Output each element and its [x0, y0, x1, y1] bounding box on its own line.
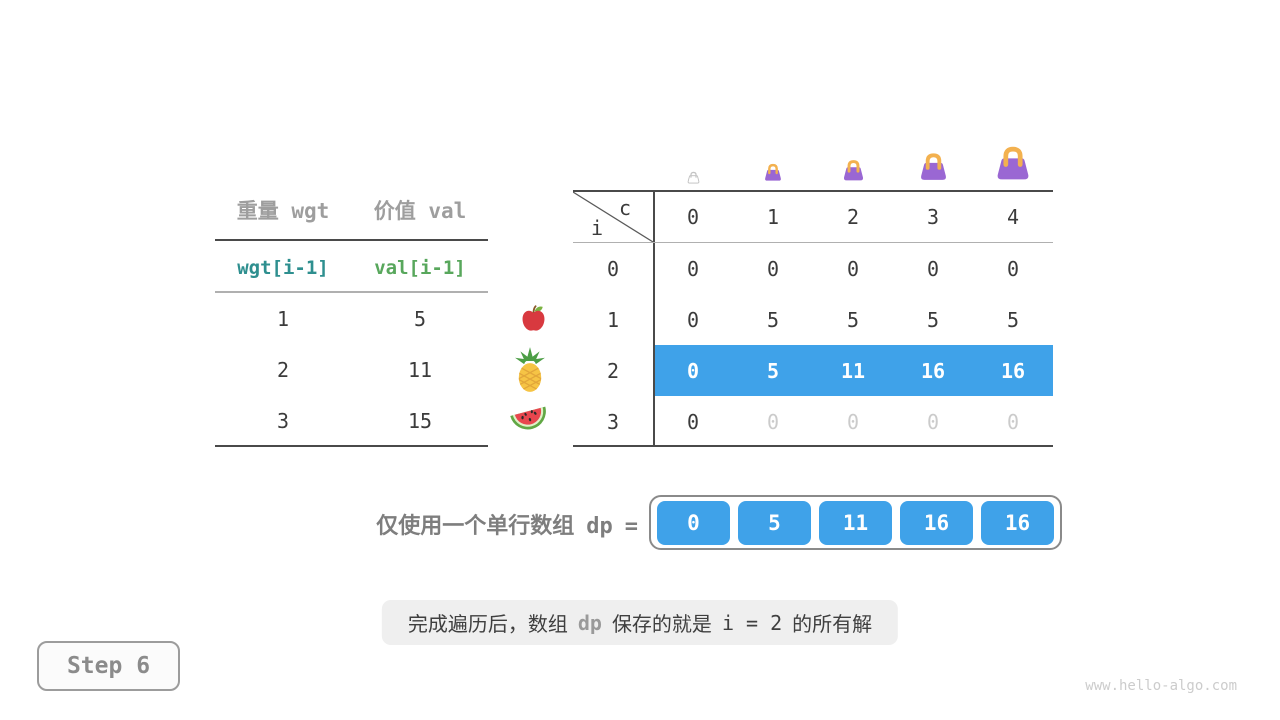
watermelon-icon — [507, 400, 549, 438]
dp-cell-2-3: 16 — [920, 359, 946, 383]
row-label-1: 1 — [606, 308, 620, 332]
dp-array-label-eq: = — [624, 514, 638, 539]
dp-array-label-var: dp — [586, 514, 613, 539]
item-table-rule-bottom — [215, 445, 488, 447]
handbag-icon-4 — [991, 145, 1035, 186]
col-header-0: 0 — [686, 205, 700, 229]
item-val-1: 5 — [413, 307, 427, 331]
handbag-icon-3 — [916, 152, 951, 186]
step-badge: Step 6 — [37, 641, 180, 691]
item-wgt-2: 2 — [276, 358, 290, 382]
dp-cell-3-3: 0 — [926, 410, 940, 434]
item-table-rule-mid — [215, 291, 488, 293]
item-table-header-value: 价值 val — [373, 199, 467, 223]
corner-label-i: i — [590, 216, 604, 240]
dp-cell-2-2: 11 — [840, 359, 866, 383]
dp-cell-0-3: 0 — [926, 257, 940, 281]
pineapple-icon — [514, 346, 546, 397]
highlighted-row-band — [655, 345, 1053, 396]
dp-cell-1-3: 5 — [926, 308, 940, 332]
corner-diagonal-line — [573, 192, 653, 242]
dp-array-box-4: 16 — [981, 500, 1054, 545]
item-wgt-3: 3 — [276, 409, 290, 433]
row-label-2: 2 — [606, 359, 620, 383]
dp-cell-0-1: 0 — [766, 257, 780, 281]
item-val-3: 15 — [407, 409, 433, 433]
row-label-3: 3 — [606, 410, 620, 434]
caption-text-1: 完成遍历后，数组 — [407, 612, 568, 636]
corner-label-c: c — [618, 196, 632, 220]
dp-cell-2-1: 5 — [766, 359, 780, 383]
dp-cell-1-1: 5 — [766, 308, 780, 332]
dp-table-rule-bottom — [573, 445, 1053, 447]
dp-array-box-2: 11 — [819, 500, 892, 545]
dp-table-divider — [653, 190, 655, 447]
col-header-1: 1 — [766, 205, 780, 229]
item-table-header-weight: 重量 wgt — [236, 199, 330, 223]
col-header-2: 2 — [846, 205, 860, 229]
caption-code-i: i = 2 — [721, 610, 783, 635]
col-header-4: 4 — [1006, 205, 1020, 229]
dp-cell-1-2: 5 — [846, 308, 860, 332]
dp-cell-1-4: 5 — [1006, 308, 1020, 332]
dp-array-container: 0 5 11 16 16 — [649, 495, 1062, 550]
dp-array-box-0: 0 — [657, 500, 730, 545]
dp-array-label-text: 仅使用一个单行数组 — [376, 514, 575, 539]
item-table-sub-val: val[i-1] — [374, 257, 466, 279]
dp-table: c i 0 1 2 3 4 0 0 0 0 0 0 1 0 5 5 5 5 2 … — [573, 190, 1053, 447]
dp-cell-2-0: 0 — [686, 359, 700, 383]
handbag-icon-1 — [762, 163, 784, 186]
dp-cell-3-4: 0 — [1006, 410, 1020, 434]
dp-cell-1-0: 0 — [686, 308, 700, 332]
dp-array-box-1: 5 — [738, 500, 811, 545]
dp-cell-2-4: 16 — [1000, 359, 1026, 383]
dp-table-rule-top — [573, 190, 1053, 192]
dp-array-label: 仅使用一个单行数组 dp = — [300, 508, 638, 540]
caption-text-2: 保存的就是 — [611, 612, 712, 636]
dp-cell-0-4: 0 — [1006, 257, 1020, 281]
dp-cell-3-0: 0 — [686, 410, 700, 434]
dp-cell-0-0: 0 — [686, 257, 700, 281]
item-wgt-1: 1 — [276, 307, 290, 331]
handbag-icon-2 — [840, 159, 867, 186]
caption-code-dp: dp — [577, 610, 602, 635]
apple-icon — [520, 304, 547, 337]
item-table-rule-top — [215, 239, 488, 241]
item-val-2: 11 — [407, 358, 433, 382]
dp-array-box-3: 16 — [900, 500, 973, 545]
dp-cell-0-2: 0 — [846, 257, 860, 281]
col-header-3: 3 — [926, 205, 940, 229]
row-label-0: 0 — [606, 257, 620, 281]
dp-cell-3-1: 0 — [766, 410, 780, 434]
step-badge-label: Step 6 — [66, 653, 151, 679]
item-table-sub-wgt: wgt[i-1] — [237, 257, 329, 279]
watermark: www.hello-algo.com — [1085, 678, 1237, 694]
dp-cell-3-2: 0 — [846, 410, 860, 434]
dp-table-rule-header — [573, 242, 1053, 243]
caption-box: 完成遍历后，数组 dp 保存的就是 i = 2 的所有解 — [381, 600, 899, 645]
caption-text-3: 的所有解 — [792, 612, 873, 636]
handbag-empty-icon — [686, 169, 701, 188]
item-table: 重量 wgt 价值 val wgt[i-1] val[i-1] 1 5 2 11… — [215, 195, 488, 452]
